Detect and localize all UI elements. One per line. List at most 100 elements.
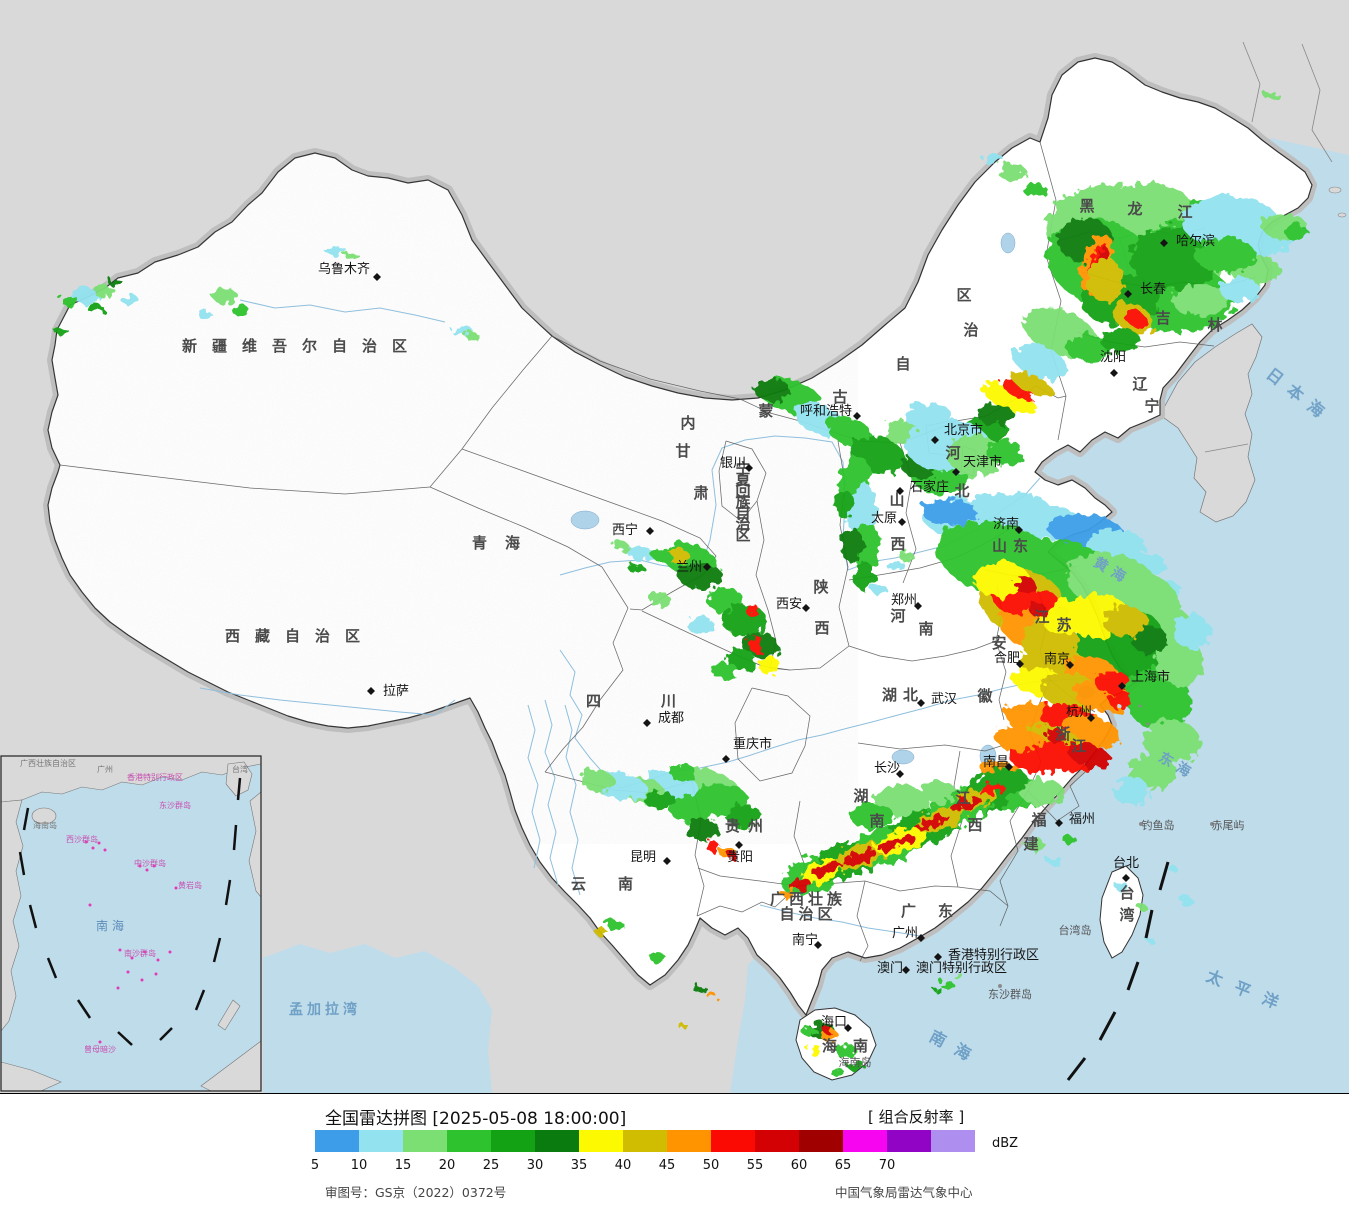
island-label: 钓鱼岛 [1142,818,1175,832]
city-marker-diamond [745,464,753,472]
inset-label: 东沙群岛 [159,800,191,810]
radar-echo-cell [1195,237,1255,273]
radar-echo-cell [1063,836,1077,844]
scale-value: 25 [482,1158,500,1173]
radar-echo-cell [580,769,616,793]
radar-echo-cell [808,1045,822,1055]
inset-island-dots [84,840,178,1044]
city-marker-diamond [722,755,730,763]
city-marker-diamond [1016,660,1024,668]
radar-echo-cell [1023,183,1047,197]
radar-echo-cell [678,1023,688,1029]
province-label: 江 [955,789,970,807]
inset-label: 广州 [97,764,113,774]
city-marker-diamond [896,487,904,495]
radar-echo-cell [1010,749,1054,775]
radar-echo-cell [1179,897,1193,905]
city-marker-diamond [1160,239,1168,247]
radar-echo-cell [711,661,737,679]
inset-label: 曾母暗沙 [84,1044,116,1054]
radar-echo-cell [1114,882,1128,890]
radar-echo-cell [1087,258,1123,302]
radar-echo-cell [835,491,855,519]
radar-echo-cell [886,559,904,571]
radar-echo-cell [876,835,916,851]
radar-echo-cell [650,549,674,563]
province-label: 安 [991,634,1006,652]
radar-echo-cell [759,657,781,675]
map-title: 全国雷达拼图 [2025-05-08 18:00:00] [325,1109,627,1129]
city-label: 海口 [821,1015,847,1030]
city-label: 昆明 [630,850,656,865]
radar-echo-cell [1167,865,1177,871]
radar-echo-cell [915,815,951,831]
radar-echo-cell [974,562,1030,598]
radar-echo-cell [1172,284,1228,316]
radar-echo-cell [325,246,347,256]
city-marker-diamond [1005,763,1013,771]
scale-swatch [755,1130,799,1152]
city-label: 长沙 [874,761,900,776]
korea-border-line [1204,443,1249,453]
scale-swatch [491,1130,535,1152]
radar-echo-cell [899,551,913,561]
city-label: 乌鲁木齐 [318,261,370,277]
island-label: 赤尾屿 [1212,819,1245,832]
radar-echo-cell [1020,779,1064,805]
inset-label: 中沙群岛 [134,858,166,868]
city-marker-diamond [1055,819,1063,827]
inset-nine-dash-line [18,777,242,1046]
city-marker-diamond [1015,526,1023,534]
inset-label: 香港特别行政区 [127,772,183,782]
radar-echo-cell [835,1044,857,1058]
radar-echo-cell [624,545,656,561]
radar-echo-cell [1001,380,1035,400]
scale-swatch [623,1130,667,1152]
province-label: 宁 [1144,397,1159,415]
city-marker-diamond [1124,290,1132,298]
province-label: 徽 [976,687,993,705]
radar-echo-cell [1013,344,1067,380]
radar-echo-cell [611,539,629,551]
province-label: 黑 [1079,197,1094,215]
city-label: 西宁 [612,522,638,538]
radar-echo-cell [1130,226,1220,290]
scale-swatch [931,1130,975,1152]
taiwan-island [1099,865,1144,959]
radar-echo-cell [628,563,644,573]
radar-echo-cell [121,295,139,305]
province-label: 江 [1071,737,1086,755]
province-label: 宁 [735,460,750,478]
radar-echo-cell [947,435,1003,475]
radar-echo-cell [977,403,1013,425]
radar-echo-cell [1132,626,1168,654]
inset-label: 南海 [96,918,128,933]
radar-echo-cell [1094,671,1130,693]
radar-echo-cell [841,849,877,865]
province-label: 河 [890,607,905,625]
radar-echo-cell [87,303,103,313]
province-label: 贵州 [725,817,771,835]
province-label: 内 [680,414,695,432]
radar-echo-cell [987,440,1023,464]
radar-echo-cell [1100,328,1140,352]
city-marker-diamond [643,719,651,727]
south-china-sea-inset [0,755,262,1092]
province-label: 海南 [822,1037,884,1055]
city-label: 哈尔滨 [1176,233,1215,249]
province-label: 江 [1177,203,1192,221]
radar-echo-cell [1045,728,1067,744]
scale-value: 55 [746,1158,764,1173]
radar-echo-cell [841,527,863,563]
city-marker-diamond [917,699,925,707]
radar-echo-cell [934,987,942,993]
japan-island [1337,212,1347,218]
city-marker-diamond [931,436,939,444]
china-radar-map: 新疆维吾尔自治区西藏自治区青海四川云南贵州湖南湖北河南山东山西河北陕西甘肃内蒙古… [0,0,1349,1093]
province-label: 苏 [1056,616,1071,634]
province-label: 吉 [1155,309,1170,327]
province-label: 云南 [571,875,665,893]
city-label: 石家庄 [910,479,949,495]
radar-echo-cell [232,306,250,316]
province-label: 新疆维吾尔自治区 [182,337,422,355]
